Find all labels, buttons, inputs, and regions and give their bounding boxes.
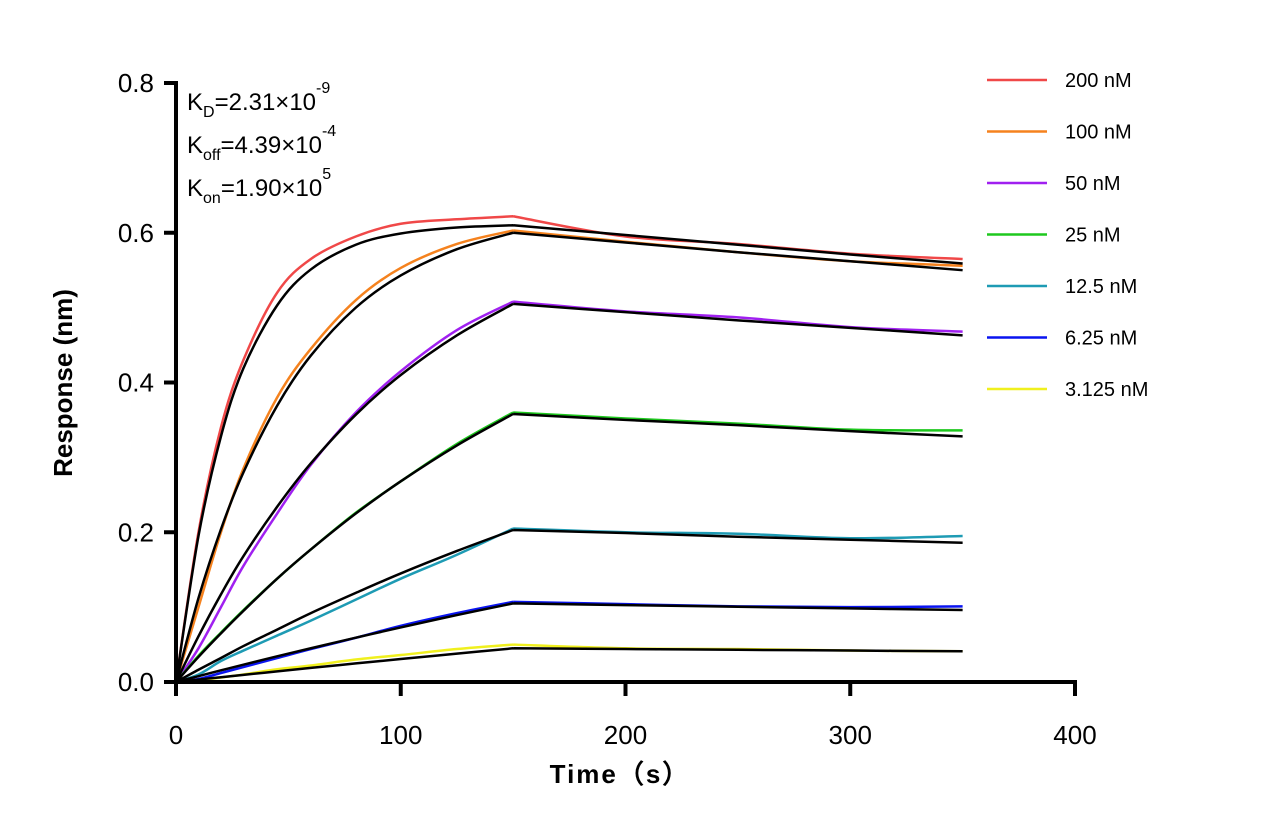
- y-tick-label: 0.0: [118, 667, 154, 697]
- measured-curve-50-nM: [174, 300, 963, 683]
- x-tick-label: 200: [604, 720, 647, 750]
- annotation-sub: D: [203, 104, 215, 121]
- legend: 200 nM 100 nM 50 nM 25 nM 12.5 nM 6.25 nM 3.12…: [987, 70, 1148, 401]
- annotation-symbol: K: [187, 89, 203, 116]
- annotation-value: =2.31×10: [215, 89, 316, 116]
- fit-curve-3.125-nM: [175, 647, 963, 684]
- annotation-symbol: K: [187, 132, 203, 159]
- annotation-symbol: K: [187, 175, 203, 202]
- fit-curve-50-nM: [174, 302, 963, 683]
- fit-curve-25-nM: [175, 412, 963, 683]
- annotation-value: =4.39×10: [221, 132, 322, 159]
- fit-curve-100-nM: [174, 231, 963, 683]
- legend-label: 200 nM: [1065, 70, 1132, 92]
- y-axis-title: Response (nm): [48, 289, 78, 477]
- legend-item: 100 nM: [987, 122, 1132, 144]
- legend-label: 6.25 nM: [1065, 328, 1137, 350]
- annotation-sub: on: [203, 190, 221, 207]
- kinetic-constant-D: KD=2.31×10-9: [187, 80, 330, 121]
- y-tick-label: 0.8: [118, 68, 154, 98]
- kinetic-constant-off: Koff=4.39×10-4: [187, 123, 336, 164]
- kinetic-constant-on: Kon=1.90×105: [187, 166, 331, 207]
- x-tick-label: 300: [829, 720, 872, 750]
- x-tick-label: 0: [169, 720, 183, 750]
- annotation-sub: off: [203, 147, 221, 164]
- y-axis-ticks: 0.0 0.2 0.4 0.6 0.8: [118, 68, 176, 697]
- legend-label: 100 nM: [1065, 122, 1132, 144]
- legend-label: 3.125 nM: [1065, 379, 1148, 401]
- y-tick-label: 0.2: [118, 517, 154, 547]
- legend-item: 200 nM: [987, 70, 1132, 92]
- legend-item: 12.5 nM: [987, 276, 1137, 298]
- legend-label: 25 nM: [1065, 225, 1121, 247]
- y-tick-label: 0.4: [118, 368, 154, 398]
- annotation-exp: 5: [322, 166, 331, 183]
- x-axis-ticks: 0 100 200 300 400: [169, 682, 1097, 750]
- legend-item: 3.125 nM: [987, 379, 1148, 401]
- annotation-value: =1.90×10: [221, 175, 322, 202]
- fit-curve-200-nM: [174, 224, 963, 683]
- legend-item: 50 nM: [987, 173, 1121, 195]
- plot-curves: [174, 215, 963, 684]
- y-tick-label: 0.6: [118, 218, 154, 248]
- measured-curve-100-nM: [174, 229, 963, 683]
- legend-item: 6.25 nM: [987, 328, 1137, 350]
- x-tick-label: 100: [379, 720, 422, 750]
- fit-curve-6.25-nM: [175, 602, 963, 684]
- annotation-exp: -4: [322, 123, 336, 140]
- measured-curve-25-nM: [175, 411, 963, 683]
- annotation-exp: -9: [316, 80, 330, 97]
- legend-item: 25 nM: [987, 225, 1121, 247]
- x-tick-label: 400: [1053, 720, 1096, 750]
- x-axis-title: Time（s）: [550, 759, 691, 789]
- legend-label: 12.5 nM: [1065, 276, 1137, 298]
- fit-curve-12.5-nM: [175, 528, 963, 684]
- legend-label: 50 nM: [1065, 173, 1121, 195]
